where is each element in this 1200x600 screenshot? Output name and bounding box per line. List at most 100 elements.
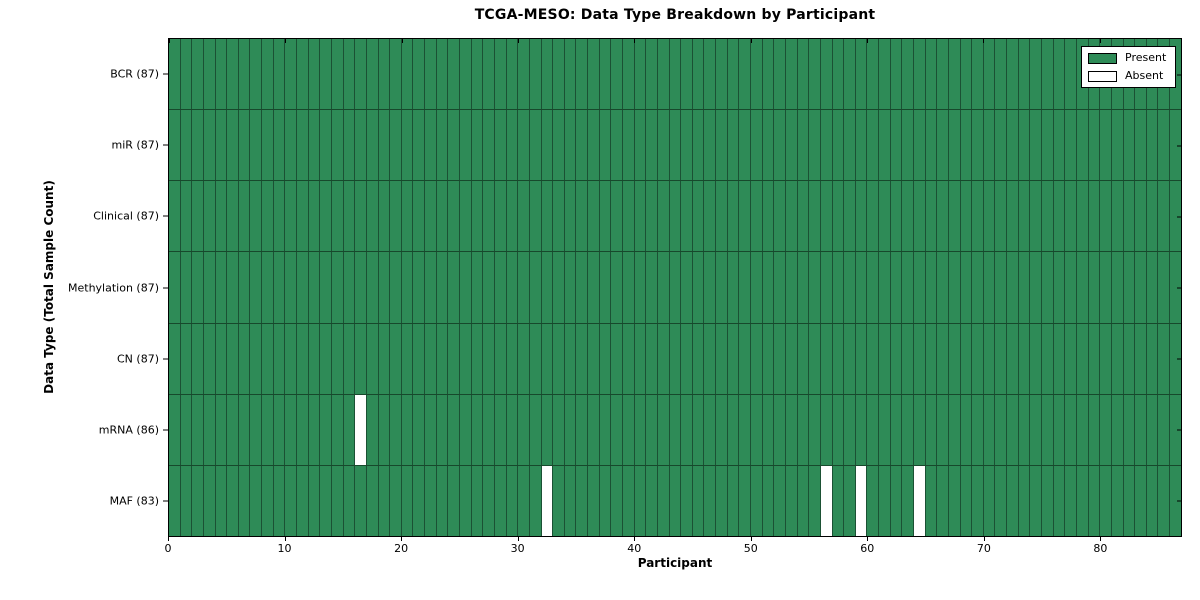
heatmap-cell (262, 110, 274, 181)
heatmap-cell (483, 394, 495, 465)
heatmap-cell (460, 252, 472, 323)
heatmap-cell (471, 323, 484, 394)
heatmap-cell (751, 465, 763, 536)
heatmap-cell (902, 323, 914, 394)
heatmap-cell (1170, 394, 1181, 465)
heatmap-cell (1030, 181, 1043, 252)
heatmap-cell (611, 252, 623, 323)
chart-title: TCGA-MESO: Data Type Breakdown by Partic… (474, 7, 876, 23)
heatmap-cell (343, 394, 356, 465)
heatmap-cell (331, 394, 344, 465)
heatmap-cell (727, 252, 740, 323)
heatmap-cell (1007, 181, 1019, 252)
heatmap-cell (378, 465, 391, 536)
x-tick-mark (634, 537, 636, 541)
heatmap-cell (273, 181, 286, 252)
heatmap-cell (1018, 465, 1031, 536)
heatmap-cell (960, 39, 973, 110)
heatmap-cell (739, 110, 752, 181)
heatmap-cell (506, 110, 519, 181)
heatmap-cell (576, 323, 589, 394)
heatmap-cell (622, 394, 635, 465)
heatmap-cell (820, 110, 833, 181)
heatmap-cell (646, 39, 658, 110)
heatmap-cell (657, 110, 670, 181)
heatmap-cell (622, 323, 635, 394)
heatmap-cell (425, 110, 437, 181)
heatmap-cell (436, 252, 449, 323)
heatmap-cell (238, 394, 251, 465)
heatmap-cell (401, 181, 414, 252)
heatmap-cell (308, 252, 321, 323)
heatmap-cell (1088, 465, 1101, 536)
heatmap-cell (576, 39, 589, 110)
heatmap-cell (1018, 181, 1031, 252)
heatmap-cell (192, 110, 204, 181)
heatmap-cell (1007, 465, 1019, 536)
heatmap-cell (995, 323, 1008, 394)
heatmap-cell (564, 181, 577, 252)
heatmap-cell (774, 394, 786, 465)
heatmap-cell (180, 252, 193, 323)
heatmap-cell (634, 110, 647, 181)
x-tick-mark-top (285, 39, 287, 43)
heatmap-cell (588, 39, 600, 110)
heatmap-cell (611, 39, 623, 110)
heatmap-cell (820, 394, 833, 465)
heatmap-cell (960, 110, 973, 181)
x-tick-mark-top (750, 39, 752, 43)
heatmap-cell (681, 323, 693, 394)
heatmap-cell (250, 252, 263, 323)
heatmap-cell (343, 252, 356, 323)
heatmap-cell (797, 465, 810, 536)
heatmap-cell (797, 394, 810, 465)
heatmap-cell (180, 110, 193, 181)
heatmap-cell (588, 394, 600, 465)
heatmap-cell (250, 39, 263, 110)
heatmap-cell (972, 110, 984, 181)
heatmap-cell (1076, 323, 1089, 394)
heatmap-cell (1123, 394, 1136, 465)
heatmap-cell (378, 394, 391, 465)
heatmap-cell (1123, 110, 1136, 181)
heatmap-cell (192, 252, 204, 323)
legend-item-present: Present (1088, 52, 1166, 64)
x-tick-mark (284, 537, 286, 541)
heatmap-cell (238, 39, 251, 110)
heatmap-cell (902, 394, 914, 465)
heatmap-cell (809, 39, 821, 110)
heatmap-cell (1065, 181, 1077, 252)
heatmap-cell (972, 394, 984, 465)
legend-swatch-present (1088, 52, 1117, 64)
heatmap-cell (308, 323, 321, 394)
heatmap-cell (1146, 323, 1159, 394)
heatmap-cell (751, 39, 763, 110)
heatmap-cell (809, 181, 821, 252)
heatmap-cell (448, 323, 461, 394)
heatmap-cell (203, 323, 216, 394)
heatmap-cell (820, 252, 833, 323)
heatmap-cell (704, 465, 717, 536)
heatmap-cell (425, 252, 437, 323)
heatmap-cell (832, 465, 845, 536)
heatmap-cell (390, 252, 402, 323)
heatmap-cell (285, 252, 298, 323)
heatmap-cell (238, 323, 251, 394)
heatmap-cell (890, 39, 903, 110)
heatmap-cell (215, 181, 228, 252)
heatmap-cell (436, 110, 449, 181)
heatmap-cell (1053, 110, 1066, 181)
heatmap-cell (879, 110, 891, 181)
heatmap-cell (762, 465, 775, 536)
heatmap-cell (1111, 181, 1124, 252)
x-tick-mark (983, 537, 985, 541)
heatmap-cell (355, 252, 367, 323)
heatmap-cell (972, 39, 984, 110)
heatmap-cell (401, 252, 414, 323)
heatmap-cell (716, 252, 728, 323)
heatmap-cell (622, 465, 635, 536)
heatmap-cell (902, 181, 914, 252)
heatmap-cell (425, 465, 437, 536)
heatmap-cell (308, 181, 321, 252)
heatmap-cell (762, 110, 775, 181)
